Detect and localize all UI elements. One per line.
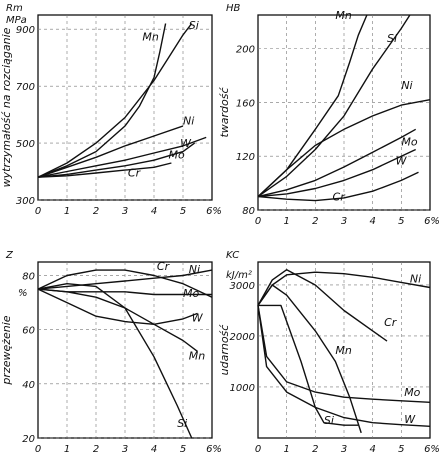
series-label-cr: Cr: [157, 260, 171, 273]
x-axis-unit: 6%: [206, 444, 222, 455]
series-line-w: [257, 305, 431, 427]
y-tick-label: 500: [16, 139, 35, 150]
x-tick-label: 4: [369, 444, 375, 455]
x-axis-unit: 6%: [206, 206, 222, 217]
y-tick-label: 80: [242, 206, 255, 217]
series-line-ni: [257, 271, 431, 306]
series-label-ni: Ni: [183, 115, 194, 128]
series-line-cr: [37, 162, 172, 178]
y-tick-label: 1000: [230, 383, 255, 394]
series-line-cr: [257, 171, 419, 202]
y-axis-symbol: HB: [226, 3, 241, 14]
y-tick-label: 300: [16, 196, 35, 207]
series-line-w: [37, 136, 207, 178]
series-label-si: Si: [177, 417, 187, 430]
series-label-cr: Cr: [128, 166, 142, 179]
series-line-w: [37, 288, 198, 325]
series-label-mn: Mn: [335, 9, 351, 22]
y-tick-label: 200: [236, 45, 255, 56]
series-label-w: W: [396, 154, 408, 167]
y-tick-label: 80: [22, 272, 35, 283]
x-tick-label: 5: [180, 444, 186, 455]
series-label-ni: Ni: [401, 79, 412, 92]
series-label-si: Si: [387, 32, 397, 45]
x-tick-label: 3: [122, 444, 128, 455]
y-tick-label: 2000: [230, 332, 255, 343]
series-line-si: [257, 14, 411, 198]
series-label-cr: Cr: [333, 191, 347, 204]
series-line-mo: [257, 305, 431, 403]
x-axis-unit: 6%: [424, 444, 440, 455]
x-tick-label: 5: [398, 216, 404, 227]
x-tick-label: 4: [369, 216, 375, 227]
y-axis-unit: kJ/m²: [226, 270, 252, 281]
x-axis-unit: 6%: [424, 216, 440, 227]
series-label-ni: Ni: [189, 263, 200, 276]
x-tick-label: 5: [398, 444, 404, 455]
x-tick-label: 3: [341, 216, 347, 227]
y-axis-symbol: Z: [5, 250, 14, 261]
y-tick-label: 120: [236, 152, 255, 163]
y-axis-unit: MPa: [6, 15, 27, 26]
y-axis-label: udarność: [218, 324, 231, 376]
series-line-si: [37, 23, 193, 178]
y-tick-label: 900: [16, 25, 35, 36]
series-line-mo: [257, 128, 417, 198]
series-line-cr: [37, 269, 213, 298]
series-label-w: W: [404, 413, 416, 426]
series-label-ni: Ni: [410, 272, 421, 285]
series-line-w: [257, 148, 416, 198]
x-tick-label: 0: [35, 206, 41, 217]
x-tick-label: 1: [64, 444, 70, 455]
x-tick-label: 2: [93, 206, 99, 217]
x-tick-label: 0: [255, 444, 261, 455]
y-tick-label: 40: [22, 380, 35, 391]
x-tick-label: 2: [93, 444, 99, 455]
series-label-mn: Mn: [335, 344, 351, 357]
y-axis-label: twardość: [218, 87, 231, 138]
series-line-ni: [37, 269, 213, 290]
x-tick-label: 0: [255, 216, 261, 227]
y-axis-symbol: KC: [226, 250, 239, 261]
y-axis-label: wytrzymałość na rozciąganie: [0, 27, 13, 187]
series-line-cr: [257, 269, 388, 342]
x-tick-label: 5: [180, 206, 186, 217]
y-axis-unit: %: [18, 288, 28, 299]
series-label-mn: Mn: [189, 349, 205, 362]
y-tick-label: 3000: [230, 281, 255, 292]
x-tick-label: 1: [64, 206, 70, 217]
x-tick-label: 3: [122, 206, 128, 217]
x-tick-label: 2: [312, 444, 318, 455]
x-tick-label: 1: [283, 444, 289, 455]
series-line-ni: [257, 99, 431, 198]
series-line-si: [37, 283, 193, 439]
series-label-mo: Mo: [401, 135, 417, 148]
series-label-mo: Mo: [404, 386, 420, 399]
x-tick-label: 4: [151, 444, 157, 455]
series-label-mo: Mo: [183, 287, 199, 300]
series-line-ni: [37, 125, 184, 178]
y-tick-label: 20: [22, 434, 35, 445]
series-line-mn: [37, 23, 167, 178]
series-label-w: W: [192, 312, 204, 325]
y-tick-label: 60: [22, 326, 35, 337]
series-label-cr: Cr: [384, 316, 398, 329]
series-label-mo: Mo: [169, 149, 185, 162]
series-label-si: Si: [324, 414, 334, 427]
x-tick-label: 0: [35, 444, 41, 455]
series-label-si: Si: [189, 19, 199, 32]
y-axis-label: przewężenie: [0, 315, 13, 385]
x-tick-label: 2: [312, 216, 318, 227]
y-tick-label: 160: [236, 98, 255, 109]
y-axis-symbol: Rm: [6, 3, 23, 14]
y-tick-label: 700: [16, 82, 35, 93]
x-tick-label: 3: [341, 444, 347, 455]
series-line-si: [258, 304, 359, 426]
x-tick-label: 4: [151, 206, 157, 217]
series-line-mn: [257, 284, 362, 434]
x-tick-label: 1: [283, 216, 289, 227]
series-line-mo: [37, 142, 196, 178]
series-label-mn: Mn: [142, 31, 158, 44]
